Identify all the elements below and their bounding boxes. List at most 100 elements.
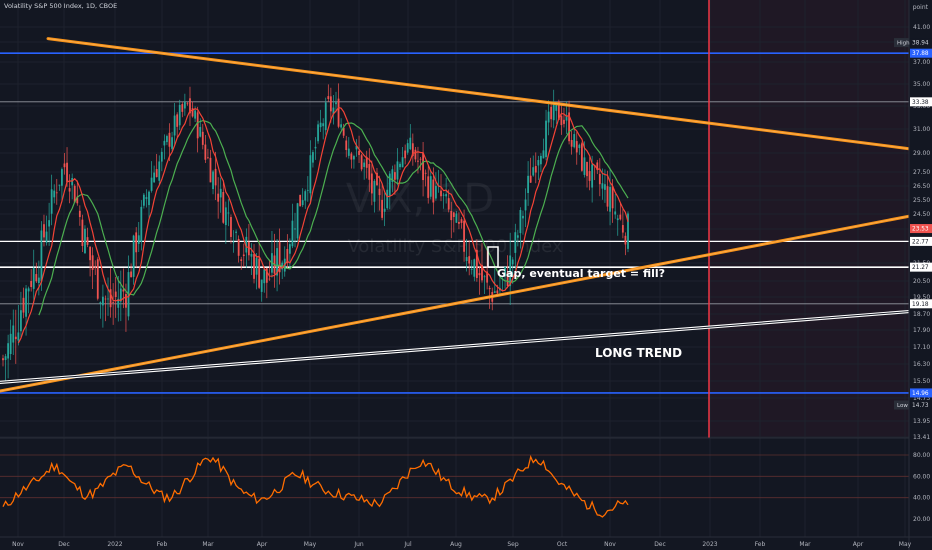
candle-body	[94, 266, 97, 268]
candle-body	[296, 203, 299, 239]
candle-body	[137, 235, 140, 244]
candle-body	[609, 186, 611, 212]
oscillator-axis-ticks: 80.00 60.00 40.00 20.00	[913, 452, 930, 523]
candle-body	[358, 150, 360, 155]
candle-body	[258, 258, 261, 288]
candle-body	[109, 289, 112, 308]
candle-body	[417, 160, 419, 162]
candle-body	[209, 157, 212, 183]
candle-body	[542, 150, 545, 159]
candle-body	[394, 172, 396, 180]
candle-body	[570, 140, 573, 147]
price-tick-label: 26.50	[913, 183, 930, 190]
candle-body	[370, 173, 373, 194]
candle-body	[478, 273, 481, 276]
candle-body	[142, 194, 145, 206]
price-axis[interactable]	[909, 0, 932, 550]
candle-body	[545, 120, 547, 158]
candle-body	[245, 236, 248, 253]
candle-body	[166, 136, 168, 143]
candle-body	[150, 177, 153, 191]
candle-body	[30, 281, 33, 287]
candle-body	[360, 155, 363, 170]
candle-body	[409, 137, 412, 150]
candle-body	[66, 162, 68, 183]
candle-body	[63, 163, 66, 168]
candle-body	[286, 248, 289, 263]
oscillator-tick-label: 20.00	[913, 516, 930, 523]
candle-body	[363, 162, 366, 168]
time-axis-label: 2023	[702, 541, 717, 548]
candle-body	[196, 112, 199, 139]
candle-body	[606, 186, 609, 207]
candle-body	[391, 169, 394, 182]
candle-body	[122, 289, 125, 292]
candle-body	[99, 302, 102, 304]
candle-body	[73, 185, 76, 203]
candle-body	[621, 225, 624, 233]
gap-annotation: Gap, eventual target = fill?	[497, 267, 665, 280]
candle-body	[514, 232, 517, 253]
candle-body	[424, 172, 427, 174]
price-tag-box	[910, 97, 932, 107]
candle-body	[240, 259, 243, 262]
candle-body	[511, 259, 514, 265]
price-tick-label: 15.50	[913, 378, 930, 385]
candle-body	[450, 210, 453, 221]
candle-body	[9, 333, 12, 354]
candle-body	[114, 291, 117, 297]
candle-body	[427, 176, 430, 198]
oscillator-tick-label: 60.00	[913, 473, 930, 480]
candle-body	[468, 256, 471, 264]
candle-body	[86, 237, 89, 245]
candle-body	[314, 146, 317, 149]
price-tick-label: 17.10	[913, 344, 930, 351]
candle-body	[255, 257, 258, 275]
candle-body	[160, 151, 163, 162]
time-axis-label: Jun	[353, 541, 364, 548]
time-axis-label: Sep	[507, 541, 519, 548]
candle-body	[222, 192, 225, 223]
candle-body	[506, 272, 509, 286]
candle-body	[442, 194, 445, 196]
candle-body	[324, 102, 327, 131]
price-tick-label: 18.70	[913, 311, 930, 318]
candle-body	[322, 123, 325, 127]
time-axis-label: Aug	[450, 541, 462, 548]
candle-body	[406, 143, 409, 153]
candle-body	[396, 161, 399, 180]
candle-body	[130, 271, 132, 278]
candle-body	[304, 191, 307, 201]
candle-body	[350, 153, 353, 160]
candle-body	[194, 110, 197, 119]
candle-body	[212, 171, 214, 190]
price-axis-unit: point	[913, 4, 929, 11]
price-tag-box	[910, 224, 932, 234]
candle-body	[214, 168, 217, 186]
candle-body	[532, 167, 535, 176]
trendlines	[0, 37, 911, 393]
candle-body	[189, 98, 191, 114]
candle-body	[17, 332, 20, 341]
price-tick-label: 27.50	[913, 169, 930, 176]
price-tag-label: Low	[897, 403, 908, 409]
candle-body	[509, 255, 512, 287]
price-tick-label: 33.00	[913, 103, 930, 110]
candle-body	[422, 152, 424, 181]
price-tag-box	[910, 262, 932, 272]
candle-body	[353, 156, 355, 160]
candle-body	[204, 144, 207, 160]
candle-body	[37, 277, 40, 283]
candle-body	[455, 213, 458, 223]
candle-body	[235, 231, 237, 233]
candle-body	[268, 278, 271, 280]
candle-body	[329, 96, 332, 112]
candle-body	[378, 188, 381, 196]
candle-body	[176, 114, 179, 127]
candle-body	[529, 175, 532, 183]
candle-body	[68, 188, 71, 192]
time-axis-labels: Nov Dec 2022 Feb Mar Apr May Jun Jul Aug Sep Oct Nov…	[12, 541, 912, 548]
candle-body	[516, 235, 519, 238]
candle-body	[219, 188, 222, 198]
